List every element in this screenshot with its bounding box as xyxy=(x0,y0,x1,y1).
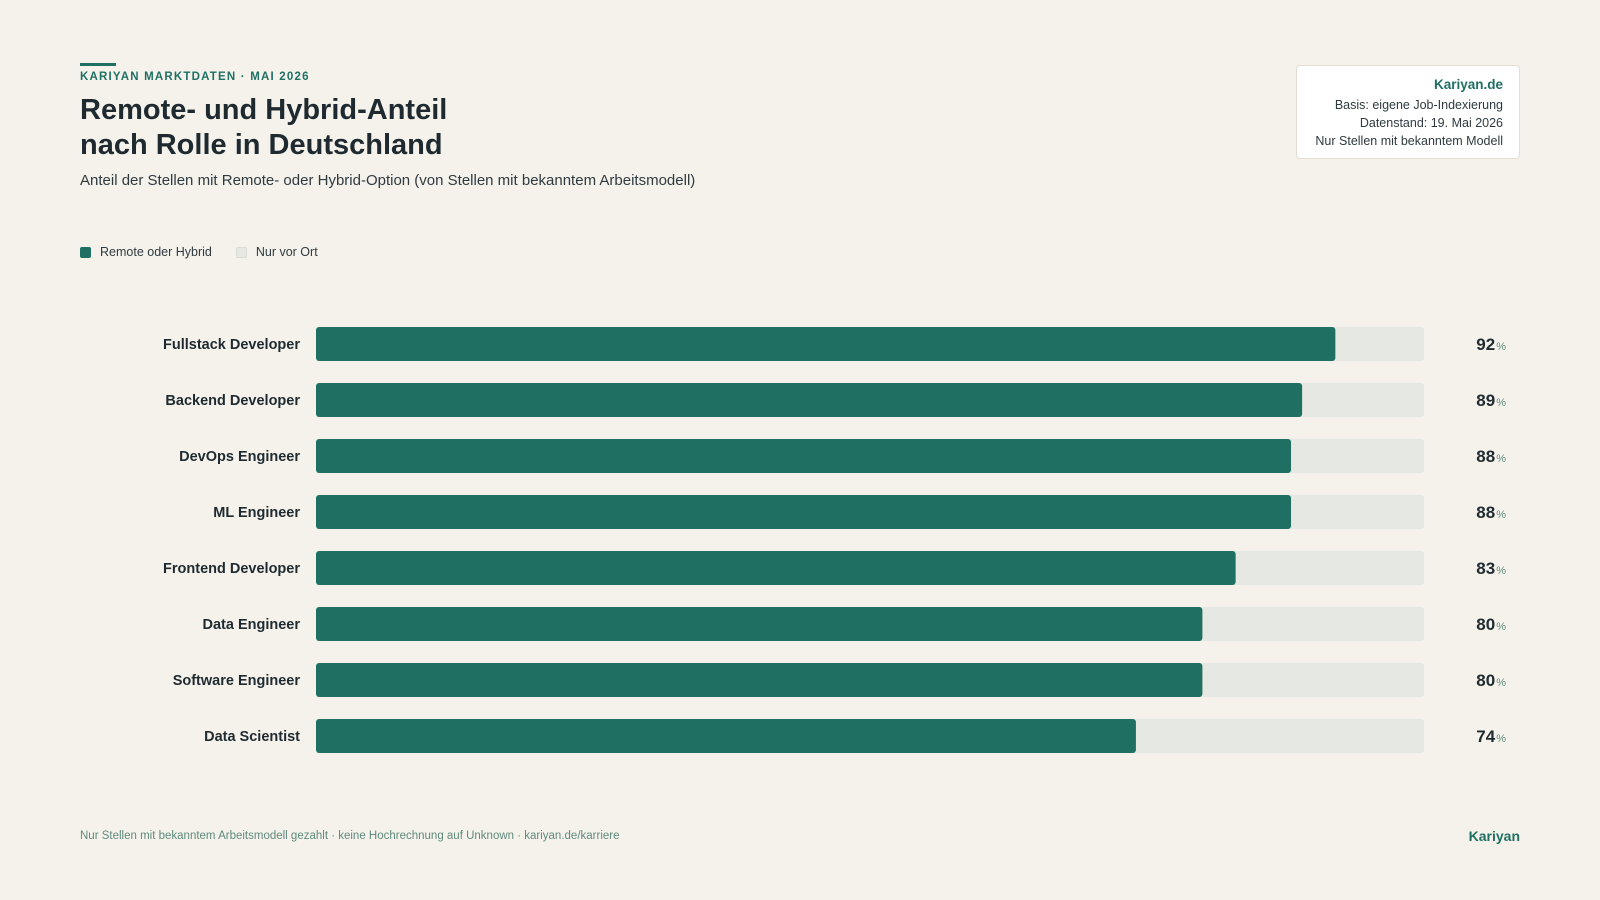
value-label: 88% xyxy=(1476,447,1506,466)
value-unit: % xyxy=(1496,677,1506,689)
value-unit: % xyxy=(1496,453,1506,465)
bar-remote xyxy=(316,495,1292,529)
value-number: 92 xyxy=(1476,335,1495,354)
chart-title-line-2: nach Rolle in Deutschland xyxy=(80,129,443,161)
kicker: KARIYAN MARKTDATEN · MAI 2026 xyxy=(80,71,310,83)
category-label: Data Scientist xyxy=(204,729,300,745)
value-unit: % xyxy=(1496,341,1506,353)
footer-note: Nur Stellen mit bekanntem Arbeitsmodell … xyxy=(80,830,620,842)
category-label: Software Engineer xyxy=(173,673,301,689)
bar-remote xyxy=(316,439,1292,473)
value-number: 88 xyxy=(1476,447,1495,466)
source-box: Kariyan.de Basis: eigene Job-Indexierung… xyxy=(1296,65,1520,159)
footer-brand: Kariyan xyxy=(1468,828,1520,844)
legend-label-remote: Remote oder Hybrid xyxy=(100,245,212,259)
category-label: DevOps Engineer xyxy=(179,449,300,465)
source-date: Datenstand: 19. Mai 2026 xyxy=(1359,116,1503,130)
bar-remote xyxy=(316,551,1236,585)
source-basis: Basis: eigene Job-Indexierung xyxy=(1334,98,1503,112)
bar-remote xyxy=(316,607,1203,641)
value-number: 83 xyxy=(1476,559,1495,578)
legend-swatch-onsite xyxy=(235,246,247,258)
chart-title-line-1: Remote- und Hybrid-Anteil xyxy=(80,94,448,126)
legend-label-onsite: Nur vor Ort xyxy=(255,245,318,259)
chart-title: Remote- und Hybrid-Anteil nach Rolle in … xyxy=(80,93,447,163)
category-label: Backend Developer xyxy=(165,393,300,409)
legend-item-remote: Remote oder Hybrid xyxy=(80,245,212,259)
chart-subtitle: Anteil der Stellen mit Remote- oder Hybr… xyxy=(80,172,696,189)
legend-swatch-remote xyxy=(80,246,91,258)
bar-remote xyxy=(316,383,1303,417)
category-label: Frontend Developer xyxy=(163,561,300,577)
value-number: 80 xyxy=(1476,671,1495,690)
source-scope: Nur Stellen mit bekanntem Modell xyxy=(1315,134,1503,148)
category-label: ML Engineer xyxy=(213,505,300,521)
value-label: 74% xyxy=(1476,727,1506,746)
bar-remote xyxy=(316,327,1336,361)
value-unit: % xyxy=(1496,621,1506,633)
value-unit: % xyxy=(1496,565,1506,577)
value-label: 89% xyxy=(1476,391,1506,410)
value-label: 92% xyxy=(1476,335,1506,354)
category-label: Fullstack Developer xyxy=(163,337,300,353)
bar-remote xyxy=(316,719,1136,753)
value-unit: % xyxy=(1496,733,1506,745)
value-number: 88 xyxy=(1476,503,1495,522)
value-number: 74 xyxy=(1476,727,1495,746)
value-label: 80% xyxy=(1476,615,1506,634)
value-number: 89 xyxy=(1476,391,1495,410)
value-unit: % xyxy=(1496,509,1506,521)
category-label: Data Engineer xyxy=(203,617,301,633)
value-label: 88% xyxy=(1476,503,1506,522)
value-unit: % xyxy=(1496,397,1506,409)
value-label: 83% xyxy=(1476,559,1506,578)
bar-remote xyxy=(316,663,1203,697)
accent-rule xyxy=(80,63,116,66)
legend-item-onsite: Nur vor Ort xyxy=(235,245,318,259)
legend: Remote oder Hybrid Nur vor Ort xyxy=(80,245,342,259)
source-brand: Kariyan.de xyxy=(1433,77,1503,92)
value-label: 80% xyxy=(1476,671,1506,690)
value-number: 80 xyxy=(1476,615,1495,634)
